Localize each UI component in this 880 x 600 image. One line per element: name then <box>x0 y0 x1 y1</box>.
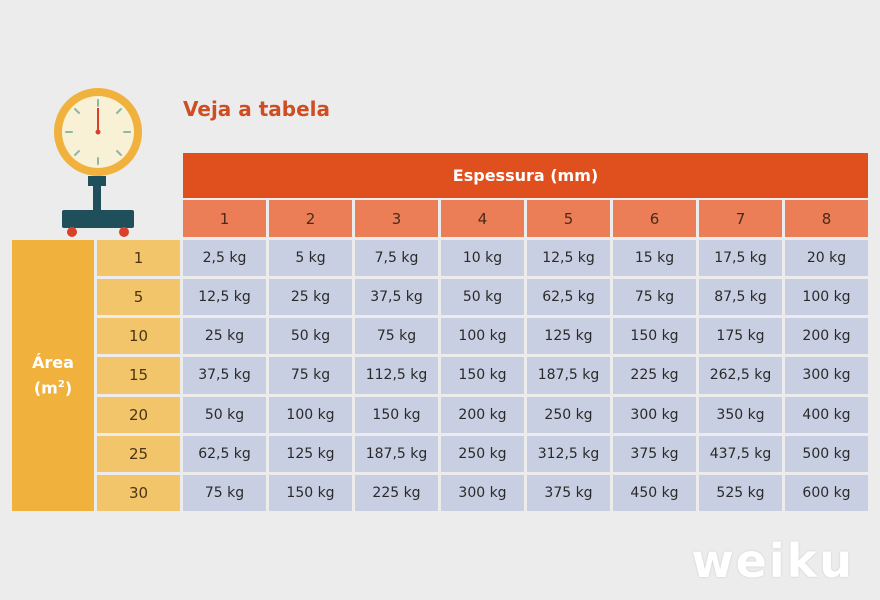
table-row: 1 2,5 kg 5 kg 7,5 kg 10 kg 12,5 kg 15 kg… <box>97 240 868 277</box>
weight-table: 1 2,5 kg 5 kg 7,5 kg 10 kg 12,5 kg 15 kg… <box>97 240 868 511</box>
column-header: 2 <box>269 200 352 237</box>
table-cell: 62,5 kg <box>527 279 610 316</box>
table-cell: 5 kg <box>269 240 352 277</box>
table-cell: 75 kg <box>183 474 266 511</box>
row-header: 20 <box>97 396 180 433</box>
table-row: 10 25 kg 50 kg 75 kg 100 kg 125 kg 150 k… <box>97 318 868 355</box>
table-cell: 150 kg <box>269 474 352 511</box>
table-cell: 150 kg <box>441 357 524 394</box>
table-cell: 200 kg <box>441 396 524 433</box>
table-cell: 75 kg <box>613 279 696 316</box>
table-cell: 200 kg <box>785 318 868 355</box>
table-row: 25 62,5 kg 125 kg 187,5 kg 250 kg 312,5 … <box>97 435 868 472</box>
thickness-header: Espessura (mm) <box>183 153 868 198</box>
table-cell: 125 kg <box>527 318 610 355</box>
area-header-unit: (m2) <box>33 378 73 398</box>
table-row: 15 37,5 kg 75 kg 112,5 kg 150 kg 187,5 k… <box>97 357 868 394</box>
watermark: weiku <box>691 534 854 588</box>
table-cell: 2,5 kg <box>183 240 266 277</box>
table-cell: 25 kg <box>269 279 352 316</box>
column-header: 6 <box>613 200 696 237</box>
table-cell: 20 kg <box>785 240 868 277</box>
row-header: 25 <box>97 435 180 472</box>
table-cell: 125 kg <box>269 435 352 472</box>
table-cell: 7,5 kg <box>355 240 438 277</box>
table-cell: 375 kg <box>527 474 610 511</box>
column-header: 1 <box>183 200 266 237</box>
table-cell: 150 kg <box>355 396 438 433</box>
table-cell: 15 kg <box>613 240 696 277</box>
table-cell: 250 kg <box>441 435 524 472</box>
column-header: 4 <box>441 200 524 237</box>
table-cell: 375 kg <box>613 435 696 472</box>
column-headers: 1 2 3 4 5 6 7 8 <box>183 200 868 237</box>
row-header: 5 <box>97 279 180 316</box>
table-cell: 600 kg <box>785 474 868 511</box>
table-cell: 100 kg <box>785 279 868 316</box>
table-cell: 400 kg <box>785 396 868 433</box>
table-cell: 187,5 kg <box>355 435 438 472</box>
table-cell: 17,5 kg <box>699 240 782 277</box>
table-cell: 312,5 kg <box>527 435 610 472</box>
table-cell: 500 kg <box>785 435 868 472</box>
row-header: 10 <box>97 318 180 355</box>
table-cell: 50 kg <box>269 318 352 355</box>
table-cell: 150 kg <box>613 318 696 355</box>
page-title: Veja a tabela <box>183 97 331 121</box>
column-header: 8 <box>785 200 868 237</box>
row-header: 15 <box>97 357 180 394</box>
table-cell: 437,5 kg <box>699 435 782 472</box>
table-cell: 225 kg <box>613 357 696 394</box>
table-cell: 37,5 kg <box>183 357 266 394</box>
table-cell: 10 kg <box>441 240 524 277</box>
table-cell: 350 kg <box>699 396 782 433</box>
column-header: 7 <box>699 200 782 237</box>
table-cell: 50 kg <box>441 279 524 316</box>
table-cell: 37,5 kg <box>355 279 438 316</box>
table-cell: 12,5 kg <box>527 240 610 277</box>
table-cell: 75 kg <box>269 357 352 394</box>
table-cell: 300 kg <box>441 474 524 511</box>
table-cell: 100 kg <box>269 396 352 433</box>
table-cell: 225 kg <box>355 474 438 511</box>
table-row: 30 75 kg 150 kg 225 kg 300 kg 375 kg 450… <box>97 474 868 511</box>
table-cell: 300 kg <box>785 357 868 394</box>
weighing-scale-icon <box>54 88 142 237</box>
table-row: 20 50 kg 100 kg 150 kg 200 kg 250 kg 300… <box>97 396 868 433</box>
table-cell: 87,5 kg <box>699 279 782 316</box>
table-cell: 187,5 kg <box>527 357 610 394</box>
table-cell: 300 kg <box>613 396 696 433</box>
table-cell: 75 kg <box>355 318 438 355</box>
table-cell: 450 kg <box>613 474 696 511</box>
column-header: 5 <box>527 200 610 237</box>
column-header: 3 <box>355 200 438 237</box>
table-cell: 50 kg <box>183 396 266 433</box>
table-row: 5 12,5 kg 25 kg 37,5 kg 50 kg 62,5 kg 75… <box>97 279 868 316</box>
table-cell: 175 kg <box>699 318 782 355</box>
area-header-line1: Área <box>32 352 74 372</box>
table-cell: 525 kg <box>699 474 782 511</box>
row-header: 1 <box>97 240 180 277</box>
area-header: Área (m2) <box>12 240 94 511</box>
row-header: 30 <box>97 474 180 511</box>
table-cell: 250 kg <box>527 396 610 433</box>
table-cell: 100 kg <box>441 318 524 355</box>
table-cell: 262,5 kg <box>699 357 782 394</box>
table-cell: 12,5 kg <box>183 279 266 316</box>
table-cell: 62,5 kg <box>183 435 266 472</box>
table-cell: 112,5 kg <box>355 357 438 394</box>
table-cell: 25 kg <box>183 318 266 355</box>
